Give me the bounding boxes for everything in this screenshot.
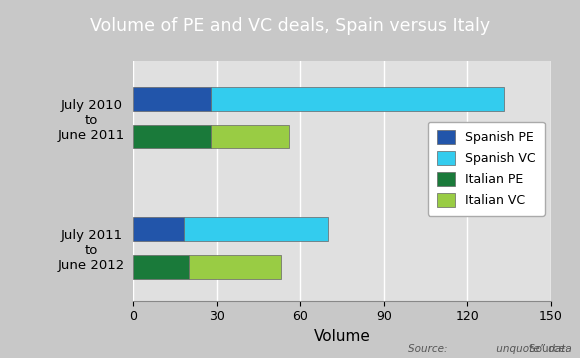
Bar [211,87,503,111]
Bar [133,87,211,111]
Bar [133,125,211,148]
Text: Source:: Source: [528,344,571,354]
Legend: Spanish PE, Spanish VC, Italian PE, Italian VC: Spanish PE, Spanish VC, Italian PE, Ital… [428,122,545,216]
Text: Source:               unquote” data: Source: unquote” data [408,344,571,354]
Bar [211,125,289,148]
Text: Volume of PE and VC deals, Spain versus Italy: Volume of PE and VC deals, Spain versus … [90,17,490,35]
Bar [133,255,189,279]
Bar [189,255,281,279]
X-axis label: Volume: Volume [314,329,371,344]
Bar [183,217,328,241]
Bar [133,217,183,241]
